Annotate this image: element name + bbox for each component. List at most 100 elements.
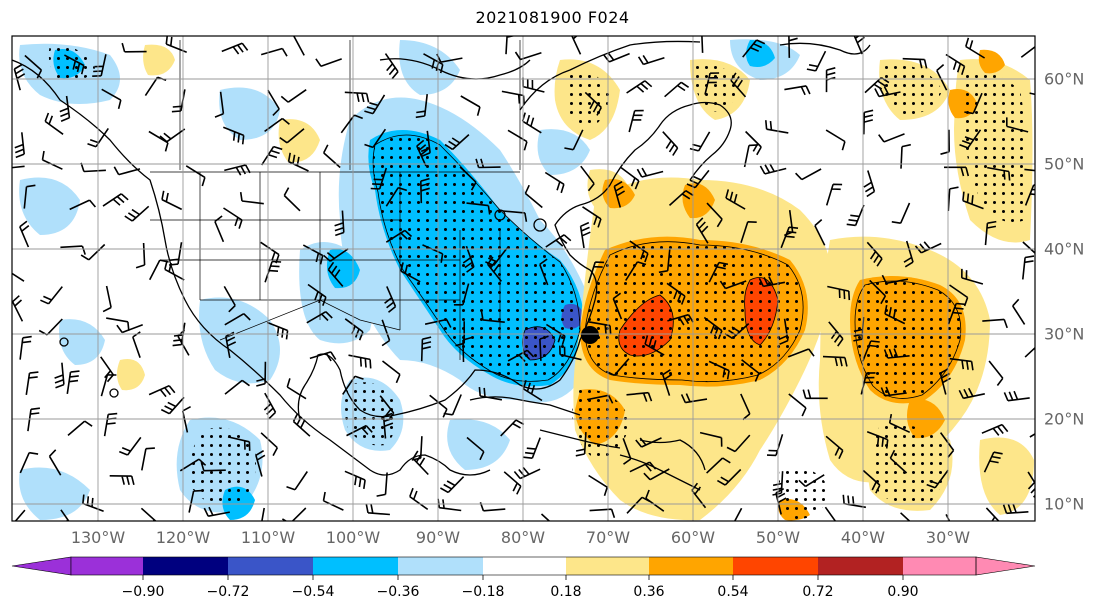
wind-barb	[102, 193, 129, 207]
wind-barb	[668, 190, 694, 206]
wind-barb	[982, 318, 1008, 329]
wind-barb	[825, 435, 844, 460]
wind-barb	[302, 244, 324, 265]
wind-barb	[103, 412, 118, 437]
wind-barb	[1027, 471, 1035, 498]
wind-barb	[842, 494, 867, 509]
wind-barb	[900, 512, 911, 521]
wind-barb	[959, 129, 982, 149]
wind-barb	[545, 234, 572, 248]
wind-barb	[889, 449, 908, 474]
wind-barb	[902, 57, 928, 69]
wind-barb	[263, 392, 277, 420]
wind-barb	[327, 261, 344, 287]
map-frame	[11, 35, 1036, 522]
wind-barb	[703, 316, 723, 340]
lon-label: 110°W	[240, 528, 296, 547]
wind-barb	[564, 129, 584, 151]
lat-label: 20°N	[1044, 409, 1085, 429]
lat-label: 10°N	[1044, 494, 1085, 514]
wind-barb	[293, 36, 305, 56]
wind-barb	[507, 129, 528, 151]
wind-barb	[827, 285, 851, 301]
colorbar-tick-label: −0.54	[291, 584, 335, 600]
wind-barb	[949, 284, 969, 307]
wind-barb	[459, 166, 477, 191]
wind-barb	[382, 412, 394, 439]
wind-barb	[891, 202, 911, 224]
wind-barb	[743, 144, 758, 168]
wind-barb	[964, 92, 983, 115]
wind-barb	[14, 132, 25, 159]
wind-barb	[60, 245, 86, 255]
wind-barb	[637, 54, 665, 66]
wind-barb	[806, 50, 827, 72]
wind-barb	[64, 54, 85, 75]
wind-barb	[945, 53, 966, 76]
colorbar-tick-label: 0.72	[802, 584, 834, 600]
wind-barb	[382, 360, 401, 384]
wind-barb	[266, 321, 289, 340]
wind-barb	[135, 242, 146, 269]
wind-barb	[344, 470, 366, 490]
colorbar-cell	[649, 557, 733, 575]
wind-barb	[286, 378, 307, 400]
wind-barb	[580, 165, 595, 192]
wind-barb	[612, 292, 623, 320]
wind-barb	[67, 420, 93, 437]
wind-barb	[385, 186, 408, 207]
colorbar-max-extend	[975, 556, 1036, 576]
wind-barb	[348, 354, 372, 369]
wind-barb	[370, 167, 388, 190]
wind-barb	[502, 210, 528, 222]
wind-barb	[571, 36, 582, 55]
wind-barb	[981, 423, 1009, 436]
wind-barb	[1003, 390, 1030, 402]
gridlines	[12, 36, 1035, 521]
wind-barb	[939, 432, 955, 458]
lon-label: 80°W	[500, 528, 546, 547]
wind-barb	[961, 268, 984, 285]
wind-barb	[1002, 503, 1029, 515]
wind-barb	[513, 466, 541, 480]
map-plot-area	[12, 36, 1035, 521]
wind-barb	[622, 438, 632, 465]
wind-barb	[214, 91, 225, 118]
wind-barb	[365, 503, 390, 516]
wind-barb	[424, 318, 452, 328]
wind-barb	[695, 217, 709, 244]
colorbar-frame	[70, 556, 977, 576]
map-title: 2021081900 F024	[475, 8, 630, 27]
lon-label: 50°W	[755, 528, 801, 547]
wind-barb	[719, 280, 747, 290]
wind-barb	[645, 489, 665, 512]
wind-barb	[92, 54, 107, 77]
wind-barb	[936, 63, 948, 91]
wind-barb	[759, 163, 787, 175]
wind-barb	[539, 335, 549, 361]
lon-label: 70°W	[585, 528, 631, 547]
wind-barb	[643, 468, 670, 481]
wind-barb	[256, 361, 267, 387]
lat-label: 50°N	[1044, 154, 1085, 174]
wind-barb	[985, 507, 1000, 521]
wind-barb	[788, 393, 807, 417]
wind-barb	[279, 128, 305, 144]
wind-barb	[881, 274, 909, 285]
colorbar-tick-label: −0.36	[376, 584, 420, 600]
wind-barb	[181, 405, 191, 433]
wind-barb	[662, 131, 679, 156]
wind-barb	[54, 362, 65, 389]
wind-barb	[462, 336, 472, 363]
wind-barb	[588, 321, 612, 335]
lon-label: 30°W	[925, 528, 971, 547]
wind-barb	[1022, 255, 1035, 280]
colorbar-cell	[483, 557, 566, 575]
contour-lines	[372, 134, 962, 399]
wind-barb	[706, 457, 731, 474]
wind-barb	[12, 272, 25, 282]
wind-barb	[60, 509, 70, 521]
wind-barb	[466, 436, 485, 461]
wind-barb	[475, 158, 501, 169]
wind-barb	[14, 509, 26, 521]
